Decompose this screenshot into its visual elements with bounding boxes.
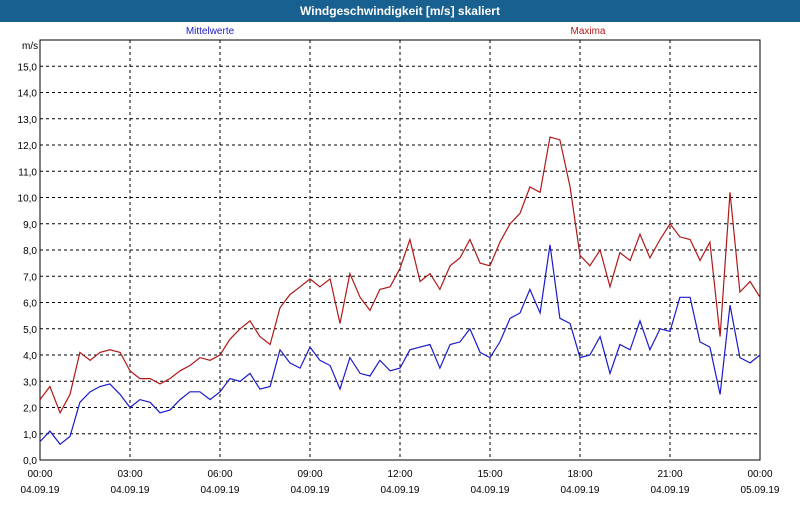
x-tick-time-label: 15:00: [477, 469, 502, 480]
y-tick-label: 7,0: [23, 272, 37, 283]
legend: Mittelwerte Maxima: [186, 26, 606, 37]
y-axis-label: m/s: [22, 41, 38, 52]
x-tick-time-label: 00:00: [27, 469, 52, 480]
y-tick-label: 6,0: [23, 299, 37, 310]
plot-frame: [39, 39, 761, 461]
chart-title: Windgeschwindigkeit [m/s] skaliert: [300, 4, 500, 18]
x-tick-time-label: 06:00: [207, 469, 232, 480]
x-tick-date-label: 04.09.19: [201, 485, 240, 496]
x-tick-date-label: 04.09.19: [291, 485, 330, 496]
y-tick-label: 5,0: [23, 325, 37, 336]
x-tick-time-label: 09:00: [297, 469, 322, 480]
x-tick-time-label: 12:00: [387, 469, 412, 480]
y-tick-label: 12,0: [18, 141, 38, 152]
y-tick-label: 11,0: [18, 167, 37, 178]
y-tick-label: 1,0: [23, 430, 37, 441]
y-tick-label: 3,0: [23, 377, 37, 388]
y-tick-label: 15,0: [18, 62, 38, 73]
series-line-maxima: [39, 136, 761, 415]
x-tick-date-label: 04.09.19: [651, 485, 690, 496]
line-chart: 0,0 1,0 2,0 3,0 4,0 5,0 6,0 7,0 8,0 9,0 10,0 11,0 12…: [18, 26, 780, 496]
grid: [40, 40, 760, 461]
x-tick-time-label: 18:00: [567, 469, 592, 480]
y-tick-label: 9,0: [23, 220, 37, 231]
y-tick-label: 13,0: [18, 115, 38, 126]
chart-area: 0,0 1,0 2,0 3,0 4,0 5,0 6,0 7,0 8,0 9,0 10,0 11,0 12…: [0, 22, 800, 500]
series-lines: [39, 136, 761, 446]
x-tick-time-label: 00:00: [747, 469, 772, 480]
x-tick-time-label: 03:00: [117, 469, 142, 480]
y-tick-label: 0,0: [23, 456, 37, 467]
y-tick-label: 4,0: [23, 351, 37, 362]
y-tick-label: 8,0: [23, 246, 37, 257]
y-tick-label: 14,0: [18, 89, 38, 100]
legend-item-mittelwerte: Mittelwerte: [186, 26, 235, 37]
chart-title-bar: Windgeschwindigkeit [m/s] skaliert: [0, 0, 800, 23]
x-tick-date-label: 04.09.19: [471, 485, 510, 496]
y-tick-label: 10,0: [18, 194, 38, 205]
series-line-mittelwerte: [39, 244, 761, 446]
axes: 0,0 1,0 2,0 3,0 4,0 5,0 6,0 7,0 8,0 9,0 10,0 11,0 12…: [18, 39, 780, 496]
legend-item-maxima: Maxima: [570, 26, 605, 37]
y-tick-label: 2,0: [23, 404, 37, 415]
x-tick-time-label: 21:00: [657, 469, 682, 480]
x-tick-date-label: 05.09.19: [741, 485, 780, 496]
x-tick-date-label: 04.09.19: [111, 485, 150, 496]
x-tick-date-label: 04.09.19: [21, 485, 60, 496]
x-tick-date-label: 04.09.19: [561, 485, 600, 496]
x-tick-date-label: 04.09.19: [381, 485, 420, 496]
